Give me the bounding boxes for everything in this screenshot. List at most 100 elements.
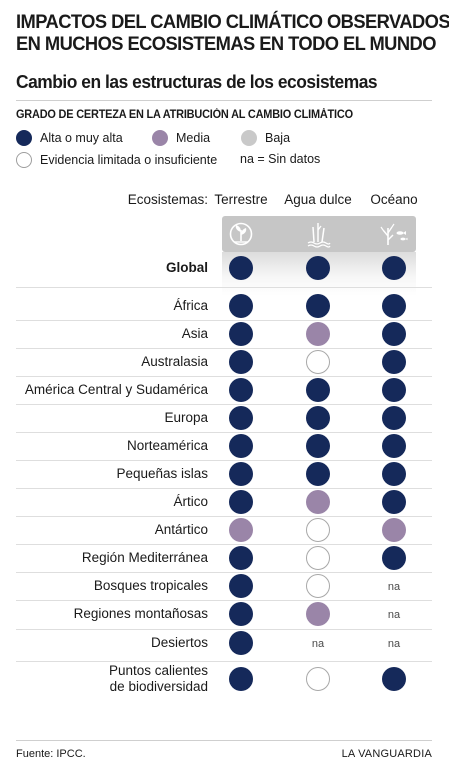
high-certainty-dot-icon <box>382 667 406 691</box>
legend-high: Alta o muy alta <box>16 130 123 146</box>
high-certainty-dot-icon <box>306 256 330 280</box>
high-certainty-dot-icon <box>229 378 253 402</box>
freshwater-cell <box>306 378 330 402</box>
row-label: Global <box>165 260 208 275</box>
row-label-line: de biodiversidad <box>109 679 208 694</box>
high-certainty-dot-icon <box>382 462 406 486</box>
ocean-cell <box>382 434 406 458</box>
legend-na: na = Sin datos <box>240 152 320 166</box>
high-certainty-dot-icon <box>382 406 406 430</box>
terrestrial-cell <box>229 350 253 374</box>
freshwater-cell <box>306 322 330 346</box>
legend-limited-label: Evidencia limitada o insuficiente <box>40 153 218 167</box>
row-label: Región Mediterránea <box>81 550 208 565</box>
medium-certainty-dot-icon <box>382 518 406 542</box>
low-certainty-dot-icon <box>241 130 257 146</box>
row-divider <box>16 348 432 349</box>
ocean-cell <box>382 294 406 318</box>
terrestrial-cell <box>229 518 253 542</box>
row-label: Puntos calientes de biodiversidad <box>109 663 208 695</box>
row-label: Pequeñas islas <box>116 466 208 481</box>
row-divider <box>16 572 432 573</box>
high-certainty-dot-icon <box>229 667 253 691</box>
high-certainty-dot-icon <box>229 631 253 655</box>
freshwater-cell <box>306 546 330 570</box>
terrestrial-cell <box>229 378 253 402</box>
row-divider <box>16 516 432 517</box>
terrestrial-cell <box>229 574 253 598</box>
terrestrial-cell <box>229 256 253 280</box>
high-certainty-dot-icon <box>229 434 253 458</box>
freshwater-cell <box>306 256 330 280</box>
row-divider <box>16 600 432 601</box>
high-certainty-dot-icon <box>229 322 253 346</box>
high-certainty-dot-icon <box>229 406 253 430</box>
coral-fish-icon <box>376 216 412 252</box>
column-header-ocean: Océano <box>370 192 418 207</box>
legend-low: Baja <box>241 130 290 146</box>
ocean-cell <box>382 378 406 402</box>
ocean-cell <box>382 350 406 374</box>
high-certainty-dot-icon <box>382 546 406 570</box>
high-certainty-dot-icon <box>229 462 253 486</box>
row-label: Asia <box>181 326 208 341</box>
high-certainty-dot-icon <box>382 490 406 514</box>
freshwater-cell <box>306 667 330 691</box>
title-line-2: EN MUCHOS ECOSISTEMAS EN TODO EL MUNDO <box>16 33 436 55</box>
row-label: Bosques tropicales <box>93 578 208 593</box>
column-header-terrestrial: Terrestre <box>214 192 268 207</box>
no-data-label: na <box>311 638 325 650</box>
ocean-cell <box>382 518 406 542</box>
row-divider <box>16 287 432 288</box>
no-data-label: na <box>387 638 401 650</box>
high-certainty-dot-icon <box>229 574 253 598</box>
legend-medium-label: Media <box>176 131 211 145</box>
limited-evidence-dot-icon <box>16 152 32 168</box>
medium-certainty-dot-icon <box>306 322 330 346</box>
high-certainty-dot-icon <box>229 294 253 318</box>
freshwater-cell <box>306 490 330 514</box>
ocean-cell: na <box>388 605 400 623</box>
ocean-cell <box>382 406 406 430</box>
limited-certainty-dot-icon <box>306 574 330 598</box>
freshwater-cell <box>306 602 330 626</box>
row-divider <box>16 488 432 489</box>
limited-certainty-dot-icon <box>306 518 330 542</box>
high-certainty-dot-icon <box>229 350 253 374</box>
row-divider <box>16 320 432 321</box>
high-certainty-dot-icon <box>382 434 406 458</box>
high-certainty-dot-icon <box>229 602 253 626</box>
terrestrial-cell <box>229 631 253 655</box>
freshwater-cell <box>306 518 330 542</box>
legend-heading: GRADO DE CERTEZA EN LA ATRIBUCIÓN AL CAM… <box>16 109 353 121</box>
row-divider <box>16 376 432 377</box>
high-certainty-dot-icon <box>306 462 330 486</box>
row-label: Europa <box>164 410 208 425</box>
row-label: Regiones montañosas <box>73 606 208 621</box>
row-label: Antártico <box>154 522 208 537</box>
terrestrial-cell <box>229 602 253 626</box>
ocean-cell <box>382 667 406 691</box>
brand-credit: LA VANGUARDIA <box>341 748 432 760</box>
row-label: Desiertos <box>150 635 208 650</box>
freshwater-cell <box>306 294 330 318</box>
high-certainty-dot-icon <box>306 434 330 458</box>
row-divider <box>16 432 432 433</box>
legend-limited: Evidencia limitada o insuficiente <box>16 152 217 168</box>
medium-certainty-dot-icon <box>152 130 168 146</box>
medium-certainty-dot-icon <box>306 490 330 514</box>
legend-medium: Media <box>152 130 210 146</box>
terrestrial-cell <box>229 546 253 570</box>
row-label: América Central y Sudamérica <box>24 382 208 397</box>
ocean-cell <box>382 322 406 346</box>
high-certainty-dot-icon <box>382 256 406 280</box>
high-certainty-dot-icon <box>306 294 330 318</box>
main-title: IMPACTOS DEL CAMBIO CLIMÁTICO OBSERVADOS… <box>16 11 449 55</box>
terrestrial-cell <box>229 294 253 318</box>
reeds-icon <box>300 216 336 252</box>
ocean-cell <box>382 256 406 280</box>
limited-certainty-dot-icon <box>306 546 330 570</box>
high-certainty-dot-icon <box>306 378 330 402</box>
terrestrial-cell <box>229 322 253 346</box>
column-header-freshwater: Agua dulce <box>284 192 352 207</box>
